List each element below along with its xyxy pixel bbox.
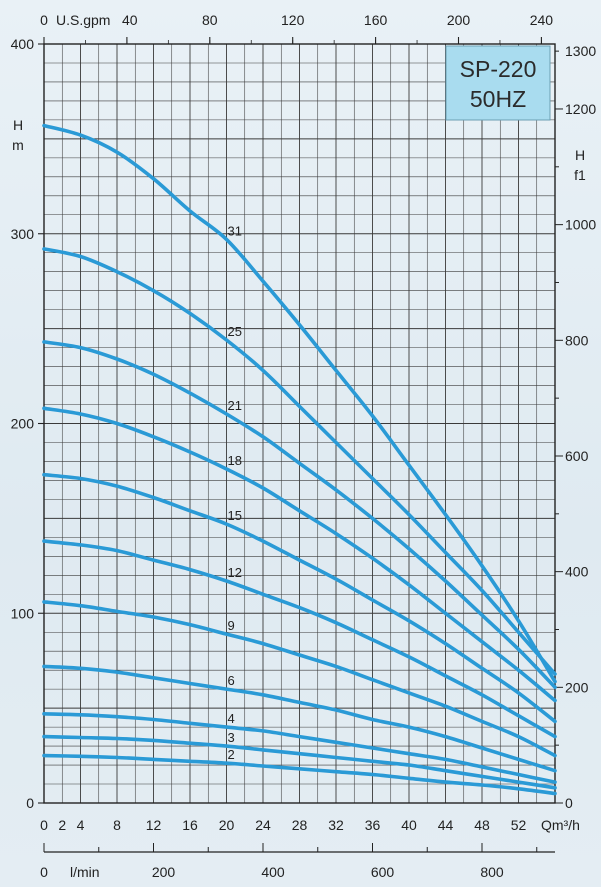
curve-label-31: 31: [228, 223, 242, 238]
lpm-tick-label: 800: [480, 864, 504, 880]
x-tick-label: 4: [77, 817, 85, 833]
x-tick-label: 2: [58, 817, 66, 833]
right-tick-label: 600: [565, 448, 589, 464]
curve-series-15: [42, 472, 557, 724]
left-axis-label-bottom: m: [12, 137, 24, 153]
lpm-tick-label: 600: [371, 864, 395, 880]
right-tick-label: 1000: [565, 217, 596, 233]
top-tick-label: 160: [364, 12, 388, 28]
lpm-tick-label: 0: [40, 864, 48, 880]
curve-label-3: 3: [228, 730, 235, 745]
right-tick-label: 1300: [565, 43, 596, 59]
axes: [38, 37, 563, 853]
right-axis-label-bottom: f1: [574, 167, 586, 183]
right-axis-label-top: H: [575, 147, 585, 163]
curve-label-6: 6: [228, 673, 235, 688]
y-tick-label: 100: [11, 605, 35, 621]
x-tick-label: 24: [255, 817, 271, 833]
curve-label-18: 18: [228, 453, 242, 468]
x-tick-label: 0: [40, 817, 48, 833]
curve-label-15: 15: [228, 508, 242, 523]
right-tick-label: 800: [565, 332, 589, 348]
curve-series-25: [42, 247, 557, 676]
lpm-tick-label: 200: [152, 864, 176, 880]
x-tick-label: 44: [438, 817, 454, 833]
right-tick-label: 200: [565, 679, 589, 695]
y-tick-label: 300: [11, 226, 35, 242]
x-tick-label: 36: [365, 817, 381, 833]
x-tick-label: 16: [182, 817, 198, 833]
curve-series-12: [42, 539, 557, 739]
title-box: SP-220 50HZ: [445, 45, 551, 121]
x-tick-label: 20: [219, 817, 235, 833]
y-tick-label: 0: [26, 795, 34, 811]
top-tick-label: 80: [202, 12, 218, 28]
x-axis-unit-label: Qm³/h: [541, 817, 580, 833]
curve-series-3: [42, 734, 557, 790]
x-tick-label: 28: [292, 817, 308, 833]
top-tick-label: 120: [281, 12, 305, 28]
right-tick-label: 1200: [565, 101, 596, 117]
curve-label-2: 2: [228, 747, 235, 762]
left-axis-label-top: H: [13, 117, 23, 133]
title-line-1: SP-220: [460, 56, 537, 82]
curve-label-21: 21: [228, 398, 242, 413]
top-tick-label: 240: [530, 12, 554, 28]
right-tick-label: 0: [565, 795, 573, 811]
x-tick-label: 12: [146, 817, 162, 833]
x-tick-label: 32: [328, 817, 344, 833]
curve-series-6: [42, 664, 557, 773]
curve-series-2: [42, 753, 557, 796]
y-tick-label: 400: [11, 36, 35, 52]
bottom-axis-unit-label: l/min: [70, 864, 100, 880]
curve-series-4: [42, 712, 557, 784]
top-axis-unit-label: U.S.gpm: [56, 12, 110, 28]
top-tick-label: 40: [122, 12, 138, 28]
curve-series-9: [42, 600, 557, 758]
curves: 31 25 21 18 15 12 9 6 4 3 2: [42, 123, 557, 796]
top-tick-label: 0: [40, 12, 48, 28]
curve-series-31: [42, 123, 557, 684]
lpm-tick-label: 400: [261, 864, 285, 880]
curve-label-25: 25: [228, 324, 242, 339]
tick-labels: 0 2 4 8 12 16 20 24 28 32 36 40 44 48 520 40 80 120 160 200…: [11, 12, 597, 880]
curve-label-9: 9: [228, 618, 235, 633]
y-tick-label: 200: [11, 416, 35, 432]
x-tick-label: 52: [511, 817, 527, 833]
curve-label-12: 12: [228, 565, 242, 580]
right-tick-label: 400: [565, 564, 589, 580]
x-tick-label: 48: [474, 817, 490, 833]
x-tick-label: 40: [401, 817, 417, 833]
curve-series-21: [42, 340, 557, 690]
top-tick-label: 200: [447, 12, 471, 28]
curve-label-4: 4: [228, 711, 235, 726]
curve-series-18: [42, 406, 557, 703]
x-tick-label: 8: [113, 817, 121, 833]
title-line-2: 50HZ: [470, 86, 526, 112]
